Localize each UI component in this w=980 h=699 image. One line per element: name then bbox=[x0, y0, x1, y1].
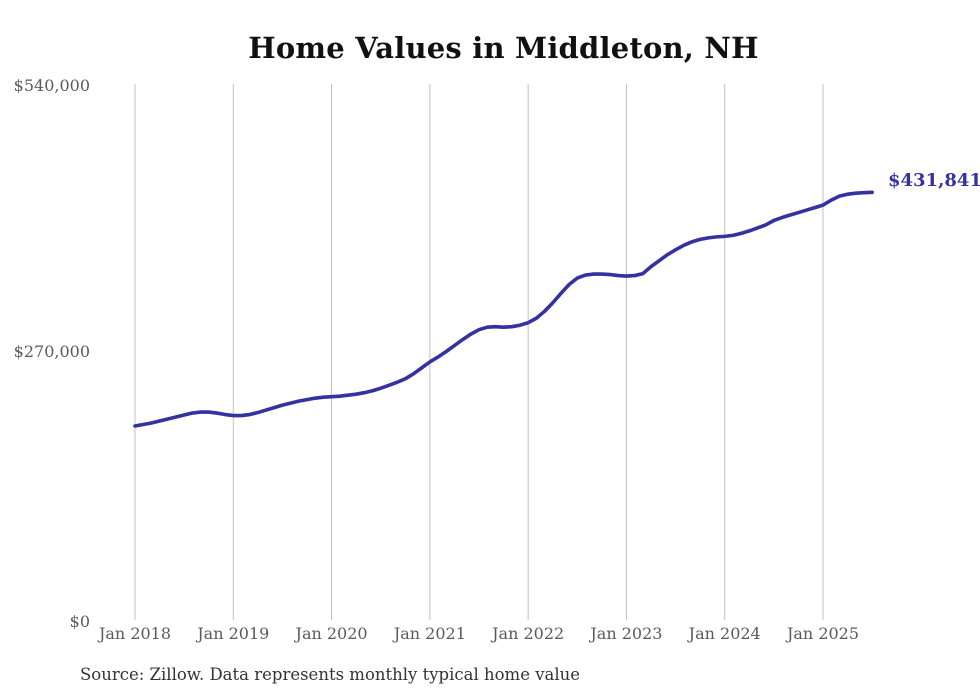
y-tick-label-0: $0 bbox=[69, 612, 90, 631]
x-tick-label: Jan 2021 bbox=[393, 624, 466, 643]
latest-value-label: $431,841 bbox=[888, 170, 980, 191]
x-tick-label: Jan 2022 bbox=[492, 624, 565, 643]
source-note: Source: Zillow. Data represents monthly … bbox=[80, 665, 581, 684]
home-value-line bbox=[133, 190, 874, 428]
x-tick-label: Jan 2023 bbox=[590, 624, 663, 643]
y-tick-label-270000: $270,000 bbox=[13, 342, 90, 361]
x-tick-label: Jan 2024 bbox=[688, 624, 761, 643]
y-tick-label-540000: $540,000 bbox=[13, 76, 90, 95]
chart-title: Home Values in Middleton, NH bbox=[248, 31, 759, 65]
x-tick-label: Jan 2025 bbox=[786, 624, 860, 643]
x-tick-label: Jan 2020 bbox=[295, 624, 368, 643]
x-tick-label: Jan 2019 bbox=[197, 624, 270, 643]
x-tick-label: Jan 2018 bbox=[98, 624, 172, 643]
